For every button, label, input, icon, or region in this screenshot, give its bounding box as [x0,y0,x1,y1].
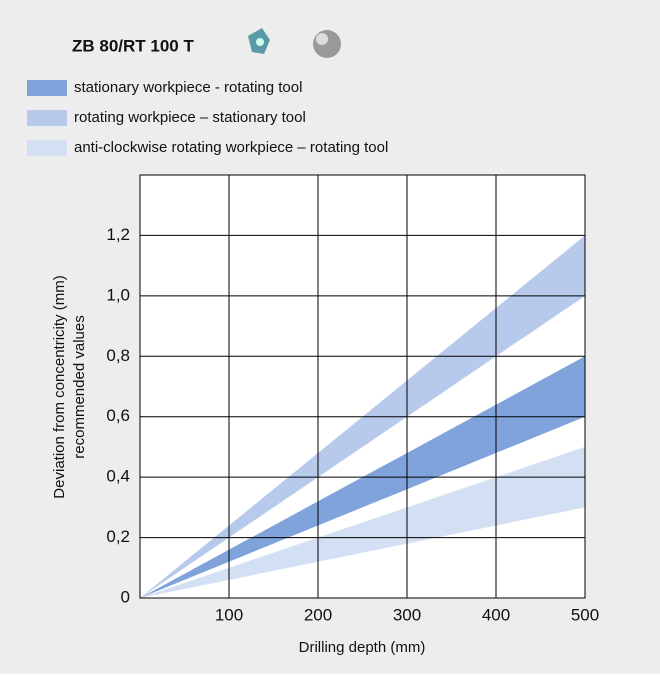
x-tick-label: 100 [215,605,243,624]
legend-label: stationary workpiece - rotating tool [74,79,302,96]
legend-swatch [27,110,67,126]
y-tick-label: 0,4 [106,467,130,486]
band-area [140,446,585,598]
x-tick-label: 300 [393,605,421,624]
y-tick-label: 0,2 [106,527,130,546]
y-tick-label: 1,2 [106,225,130,244]
legend-swatch [27,140,67,156]
x-tick-label: 400 [482,605,510,624]
y-tick-label: 1,0 [106,285,130,304]
x-axis-label: Drilling depth (mm) [299,639,426,656]
insert-icon [248,28,270,54]
y-tick-label: 0 [121,587,130,606]
y-axis-label: Deviation from concentricity (mm) [51,275,68,498]
y-axis-label: recommended values [71,315,88,458]
drill-icon [313,30,341,58]
plot-border [139,174,586,599]
x-tick-label: 200 [304,605,332,624]
chart-title: ZB 80/RT 100 T [72,36,194,55]
x-tick-label: 500 [571,605,599,624]
legend-label: rotating workpiece – stationary tool [74,109,306,126]
legend-swatch [27,80,67,96]
y-tick-label: 0,6 [106,406,130,425]
y-tick-label: 0,8 [106,346,130,365]
legend-label: anti-clockwise rotating workpiece – rota… [74,139,388,156]
